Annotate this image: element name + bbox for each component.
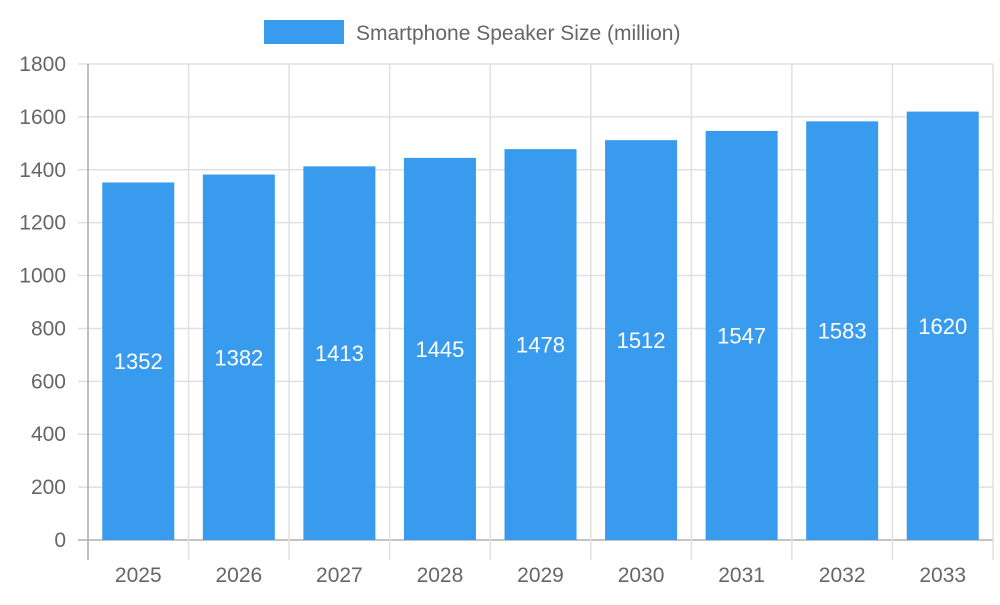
- x-tick-label: 2026: [215, 564, 262, 587]
- data-label: 1445: [415, 337, 464, 362]
- bar: [102, 182, 175, 540]
- y-tick-label: 0: [54, 529, 66, 552]
- y-tick-label: 1800: [19, 53, 66, 76]
- bar: [605, 140, 678, 540]
- data-label: 1478: [516, 333, 565, 358]
- data-label: 1382: [214, 345, 263, 370]
- x-tick-label: 2033: [919, 564, 966, 587]
- y-tick-label: 400: [31, 423, 66, 446]
- data-label: 1620: [918, 314, 967, 339]
- bar: [906, 111, 979, 540]
- legend-label: Smartphone Speaker Size (million): [356, 22, 680, 45]
- y-tick-label: 600: [31, 370, 66, 393]
- x-tick-label: 2031: [718, 564, 765, 587]
- y-tick-label: 1000: [19, 265, 66, 288]
- data-label: 1547: [717, 323, 766, 348]
- x-tick-label: 2028: [417, 564, 464, 587]
- y-tick-label: 1400: [19, 159, 66, 182]
- x-tick-label: 2032: [819, 564, 866, 587]
- y-tick-label: 1200: [19, 212, 66, 235]
- x-tick-label: 2025: [115, 564, 162, 587]
- x-tick-label: 2027: [316, 564, 363, 587]
- bar: [202, 174, 275, 540]
- y-tick-label: 200: [31, 476, 66, 499]
- x-tick-label: 2029: [517, 564, 564, 587]
- bar: [705, 130, 778, 540]
- data-label: 1352: [114, 349, 163, 374]
- bar: [303, 166, 376, 540]
- bar: [403, 157, 476, 540]
- y-tick-label: 1600: [19, 106, 66, 129]
- data-label: 1512: [617, 328, 666, 353]
- y-tick-label: 800: [31, 317, 66, 340]
- bar: [504, 149, 577, 540]
- data-label: 1583: [818, 319, 867, 344]
- legend-swatch: [264, 20, 344, 44]
- x-tick-label: 2030: [618, 564, 665, 587]
- data-label: 1413: [315, 341, 364, 366]
- bar: [806, 121, 879, 540]
